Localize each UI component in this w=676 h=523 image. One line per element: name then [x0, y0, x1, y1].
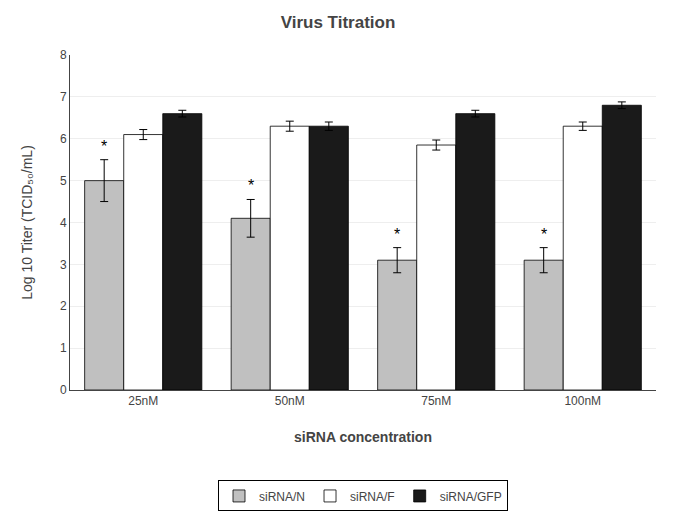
svg-text:25nM: 25nM	[128, 394, 158, 408]
svg-text:4: 4	[60, 216, 67, 230]
svg-text:siRNA/N: siRNA/N	[259, 490, 305, 504]
svg-text:Log 10 Titer (TCID₅₀/mL): Log 10 Titer (TCID₅₀/mL)	[19, 145, 35, 300]
svg-text:1: 1	[60, 341, 67, 355]
svg-text:50nM: 50nM	[275, 394, 305, 408]
svg-text:75nM: 75nM	[421, 394, 451, 408]
svg-text:*: *	[248, 177, 254, 194]
svg-text:7: 7	[60, 90, 67, 104]
svg-text:*: *	[541, 226, 547, 243]
svg-text:3: 3	[60, 258, 67, 272]
svg-text:100nM: 100nM	[564, 394, 601, 408]
svg-text:8: 8	[60, 48, 67, 62]
svg-text:*: *	[394, 226, 400, 243]
svg-text:5: 5	[60, 174, 67, 188]
svg-text:0: 0	[60, 383, 67, 397]
svg-text:Virus Titration: Virus Titration	[281, 13, 396, 32]
svg-text:*: *	[101, 138, 107, 155]
svg-text:6: 6	[60, 132, 67, 146]
svg-text:2: 2	[60, 299, 67, 313]
svg-text:siRNA/F: siRNA/F	[350, 490, 395, 504]
svg-text:siRNA concentration: siRNA concentration	[294, 429, 432, 445]
svg-text:siRNA/GFP: siRNA/GFP	[440, 490, 502, 504]
